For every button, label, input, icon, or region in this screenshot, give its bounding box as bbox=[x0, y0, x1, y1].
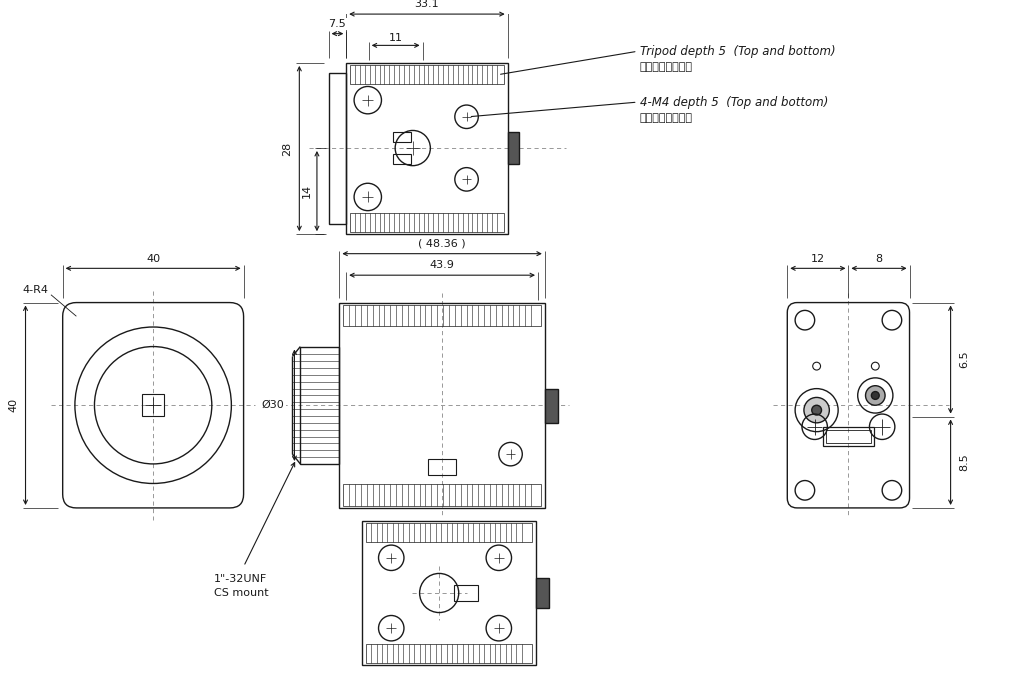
Circle shape bbox=[865, 386, 885, 405]
Bar bbox=[343, 304, 541, 326]
Bar bbox=[340, 302, 545, 508]
Text: 12: 12 bbox=[811, 253, 825, 264]
Bar bbox=[454, 585, 478, 601]
Bar bbox=[350, 213, 504, 232]
Bar bbox=[826, 430, 871, 443]
Bar bbox=[545, 389, 558, 423]
Text: 6.5: 6.5 bbox=[959, 351, 969, 368]
Bar bbox=[142, 395, 164, 416]
Text: CS mount: CS mount bbox=[214, 588, 269, 598]
Bar bbox=[343, 484, 541, 506]
Text: 28: 28 bbox=[282, 141, 293, 155]
Text: Ø30: Ø30 bbox=[262, 400, 284, 410]
Text: 40: 40 bbox=[146, 253, 161, 264]
Bar bbox=[823, 427, 873, 447]
Bar bbox=[508, 132, 519, 164]
Text: 33.1: 33.1 bbox=[415, 0, 439, 9]
Circle shape bbox=[812, 405, 822, 415]
Text: 11: 11 bbox=[388, 33, 403, 43]
Text: 1"-32UNF: 1"-32UNF bbox=[214, 575, 268, 584]
Text: ( 48.36 ): ( 48.36 ) bbox=[418, 239, 466, 249]
Bar bbox=[329, 73, 346, 224]
Bar bbox=[301, 346, 340, 464]
Text: 8: 8 bbox=[876, 253, 883, 264]
Bar bbox=[536, 578, 549, 608]
Circle shape bbox=[871, 391, 880, 400]
Bar bbox=[366, 644, 533, 664]
Circle shape bbox=[804, 398, 829, 423]
Text: 7.5: 7.5 bbox=[329, 19, 346, 29]
Text: 4-R4: 4-R4 bbox=[22, 285, 48, 295]
Bar bbox=[350, 65, 504, 85]
Text: 43.9: 43.9 bbox=[430, 260, 454, 270]
Text: 40: 40 bbox=[9, 398, 19, 412]
Text: 4-M4 depth 5  (Top and bottom): 4-M4 depth 5 (Top and bottom) bbox=[640, 96, 828, 108]
Text: 8.5: 8.5 bbox=[959, 454, 969, 471]
Text: 14: 14 bbox=[302, 184, 312, 198]
Text: （対面同一形状）: （対面同一形状） bbox=[640, 62, 692, 72]
Bar bbox=[393, 132, 411, 142]
Bar bbox=[366, 523, 533, 542]
Bar bbox=[346, 63, 508, 234]
Text: Tripod depth 5  (Top and bottom): Tripod depth 5 (Top and bottom) bbox=[640, 45, 835, 57]
Bar bbox=[428, 459, 456, 475]
Text: （対面同一形状）: （対面同一形状） bbox=[640, 113, 692, 122]
Bar bbox=[362, 521, 536, 666]
Bar bbox=[393, 154, 411, 164]
